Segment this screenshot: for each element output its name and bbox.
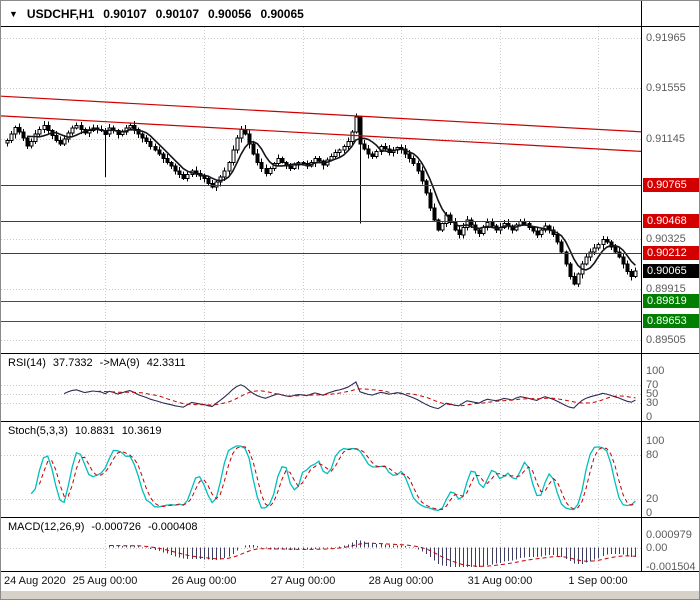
rsi-name: RSI(14): [8, 357, 46, 369]
stoch-indicator-label: Stoch(5,3,3) 10.8831 10.3619: [8, 425, 161, 437]
macd-value: -0.000726: [91, 521, 141, 533]
macd-indicator-label: MACD(12,26,9) -0.000726 -0.000408: [8, 521, 198, 533]
close-price-value: 0.90065: [260, 7, 304, 21]
stoch-value: 10.8831: [74, 425, 115, 437]
rsi-ma-name: ->MA(9): [99, 357, 140, 369]
stoch-axis-label: 0: [646, 507, 653, 519]
price-axis-label: 0.89505: [646, 334, 686, 346]
open-price-value: 0.90107: [103, 7, 147, 21]
price-axis-label: 0.91145: [646, 133, 685, 145]
rsi-ma-value: 42.3311: [146, 357, 186, 369]
rsi-axis-label: 0: [646, 411, 653, 423]
symbol-period-label: USDCHF,H1: [26, 7, 95, 21]
collapse-chart-icon[interactable]: ▼: [9, 9, 18, 19]
stoch-axis-label: 80: [646, 449, 659, 461]
macd-name: MACD(12,26,9): [8, 521, 85, 533]
chart-header: ▼ USDCHF,H1 0.90107 0.90107 0.90056 0.90…: [9, 7, 304, 21]
panel-borders: [1, 1, 699, 572]
current-price-badge: 0.90065: [643, 264, 699, 278]
support-price-badge: 0.89653: [643, 314, 699, 328]
support-price-badge: 0.89819: [643, 294, 699, 308]
price-axis-label: 0.90325: [646, 233, 686, 245]
grid-lines: [1, 27, 641, 570]
time-axis-label: 25 Aug 00:00: [72, 575, 138, 587]
rsi-indicator-label: RSI(14) 37.7332 ->MA(9) 42.3311: [8, 357, 186, 369]
resistance-price-badge: 0.90468: [643, 214, 699, 228]
time-axis-label: 24 Aug 2020: [4, 575, 66, 587]
window-bottom-edge: [1, 591, 699, 599]
rsi-axis-label: 100: [646, 365, 665, 377]
macd-signal-value: -0.000408: [147, 521, 198, 533]
rsi-axis-label: 50: [646, 388, 659, 400]
rsi-axis-label: 30: [646, 397, 659, 409]
price-axis-label: 0.91965: [646, 32, 686, 44]
trendline-2[interactable]: [1, 115, 642, 152]
macd-axis-label: 0.00: [646, 542, 668, 554]
stoch-axis-label: 20: [646, 493, 659, 505]
stoch-name: Stoch(5,3,3): [8, 425, 68, 437]
time-axis-label: 27 Aug 00:00: [270, 575, 336, 587]
stoch-d-line: [38, 446, 636, 510]
time-axis-label: 28 Aug 00:00: [368, 575, 434, 587]
stoch-signal-value: 10.3619: [121, 425, 162, 437]
macd-axis-label: 0.000979: [646, 529, 692, 541]
macd-histogram: [109, 540, 636, 567]
rsi-line: [63, 381, 636, 410]
stoch-k-line: [30, 445, 636, 512]
time-axis-label: 31 Aug 00:00: [467, 575, 533, 587]
rsi-ma-line: [96, 388, 636, 407]
price-axis-label: 0.89915: [646, 283, 686, 295]
ma-line: [27, 128, 636, 271]
rsi-value: 37.7332: [52, 357, 93, 369]
time-axis-label: 1 Sep 00:00: [568, 575, 628, 587]
high-price-value: 0.90107: [155, 7, 200, 21]
macd-axis-label: -0.001504: [646, 561, 696, 573]
macd-signal-line: [109, 542, 636, 567]
rsi-axis-label: 70: [646, 379, 659, 391]
time-axis-label: 26 Aug 00:00: [171, 575, 237, 587]
stoch-axis-label: 100: [646, 435, 665, 447]
resistance-price-badge: 0.90212: [643, 246, 699, 260]
trendline-1[interactable]: [1, 95, 642, 133]
resistance-price-badge: 0.90765: [643, 178, 699, 192]
low-price-value: 0.90056: [208, 7, 252, 21]
price-axis-label: 0.91555: [646, 82, 686, 94]
